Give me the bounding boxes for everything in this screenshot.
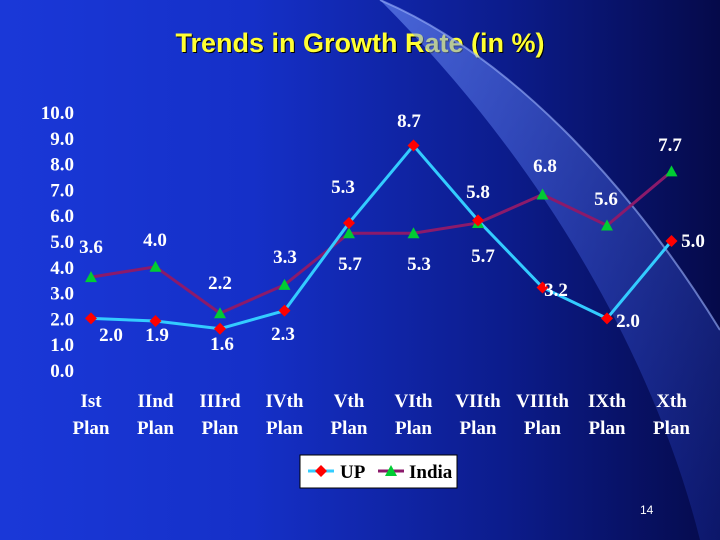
series-up-point xyxy=(472,214,484,227)
data-labels: 2.0 1.9 1.6 2.3 5.3 8.7 5.8 3.2 2.0 5.0 3.6 4.0 2.2 3… xyxy=(79,111,705,355)
y-tick-label: 7.0 xyxy=(50,180,74,201)
data-label-india: 5.6 xyxy=(594,189,618,210)
x-tick-label: Plan xyxy=(73,418,110,439)
data-label-up: 1.6 xyxy=(210,334,234,355)
x-tick-label: Plan xyxy=(266,418,303,439)
series-india-point xyxy=(407,227,420,239)
series-india-line xyxy=(90,170,673,315)
data-label-india: 6.8 xyxy=(533,156,557,177)
x-tick-label: Plan xyxy=(524,418,561,439)
series-india-point xyxy=(278,278,291,290)
x-axis: Ist Plan IInd Plan IIIrd Plan IVth Plan Vth Plan V… xyxy=(73,391,691,439)
x-tick-label: IXth xyxy=(588,391,626,412)
x-tick-label: IIIrd xyxy=(199,391,241,412)
y-tick-label: 6.0 xyxy=(50,206,74,227)
x-tick-label: Vth xyxy=(334,391,365,412)
data-label-india: 5.7 xyxy=(338,254,362,275)
data-label-india: 7.7 xyxy=(658,135,682,156)
data-label-india: 3.6 xyxy=(79,237,103,258)
series-up-point xyxy=(214,322,226,335)
data-label-up: 1.9 xyxy=(145,325,169,346)
x-tick-label: Plan xyxy=(395,418,432,439)
y-tick-label: 8.0 xyxy=(50,155,74,176)
x-tick-label: Plan xyxy=(331,418,368,439)
series-up-point xyxy=(343,216,355,229)
data-label-up: 2.0 xyxy=(616,311,640,332)
series-up-point xyxy=(665,235,678,247)
decorative-swoosh xyxy=(380,0,720,540)
y-tick-label: 3.0 xyxy=(50,284,74,305)
series-india-point xyxy=(601,219,613,231)
x-tick-label: Plan xyxy=(460,418,497,439)
y-tick-label: 5.0 xyxy=(50,232,74,253)
x-tick-label: Plan xyxy=(589,418,626,439)
page-number: 14 xyxy=(640,503,654,517)
series-up-point xyxy=(149,314,162,327)
series-up-line xyxy=(90,143,673,331)
x-tick-label: Plan xyxy=(137,418,174,439)
decorative-swoosh-edge xyxy=(379,0,720,331)
data-label-up: 5.3 xyxy=(331,177,355,198)
legend-india-label: India xyxy=(409,462,453,483)
legend-up-marker xyxy=(315,465,327,477)
data-label-up: 2.0 xyxy=(99,325,123,346)
data-label-india: 3.3 xyxy=(273,247,297,268)
x-tick-label: IInd xyxy=(138,391,174,412)
x-tick-label: IVth xyxy=(265,391,303,412)
x-tick-label: Plan xyxy=(202,418,239,439)
series-india-point xyxy=(85,271,97,283)
y-axis: 0.0 1.0 2.0 3.0 4.0 5.0 6.0 7.0 8.0 9.0 10.0 xyxy=(41,103,74,382)
series-up-point xyxy=(601,312,613,325)
data-label-india: 5.7 xyxy=(471,246,495,267)
data-label-up: 8.7 xyxy=(397,111,421,132)
legend-up-label: UP xyxy=(340,462,366,483)
slide-title: Trends in Growth Rate (in %) xyxy=(175,28,545,58)
plot-area xyxy=(85,139,678,335)
x-tick-label: VIth xyxy=(394,391,432,412)
series-india-point xyxy=(536,188,549,200)
x-tick-label: VIIIth xyxy=(516,391,569,412)
y-tick-label: 0.0 xyxy=(50,361,74,382)
data-label-india: 4.0 xyxy=(143,230,167,251)
series-up-point xyxy=(85,312,97,325)
series-india-point xyxy=(214,307,226,319)
series-up-point xyxy=(536,281,549,294)
y-tick-label: 2.0 xyxy=(50,309,74,330)
data-label-up: 5.0 xyxy=(681,231,705,252)
data-label-india: 5.3 xyxy=(407,254,431,275)
data-label-up: 5.8 xyxy=(466,182,490,203)
series-india-point xyxy=(343,227,355,239)
x-tick-label: Xth xyxy=(656,391,687,412)
x-tick-label: VIIth xyxy=(455,391,501,412)
y-tick-label: 1.0 xyxy=(50,335,74,356)
x-tick-label: Ist xyxy=(80,391,102,412)
data-label-up: 3.2 xyxy=(544,280,568,301)
data-label-india: 2.2 xyxy=(208,273,232,294)
y-tick-label: 4.0 xyxy=(50,258,74,279)
series-india-point xyxy=(665,165,678,177)
data-label-up: 2.3 xyxy=(271,324,295,345)
y-tick-label: 9.0 xyxy=(50,129,74,150)
legend: UP India xyxy=(299,454,458,489)
series-up-point xyxy=(278,304,291,317)
series-india-point xyxy=(149,260,162,272)
x-tick-label: Plan xyxy=(653,418,690,439)
series-up-point xyxy=(407,139,420,152)
y-tick-label: 10.0 xyxy=(41,103,74,124)
legend-india-marker xyxy=(385,465,397,476)
